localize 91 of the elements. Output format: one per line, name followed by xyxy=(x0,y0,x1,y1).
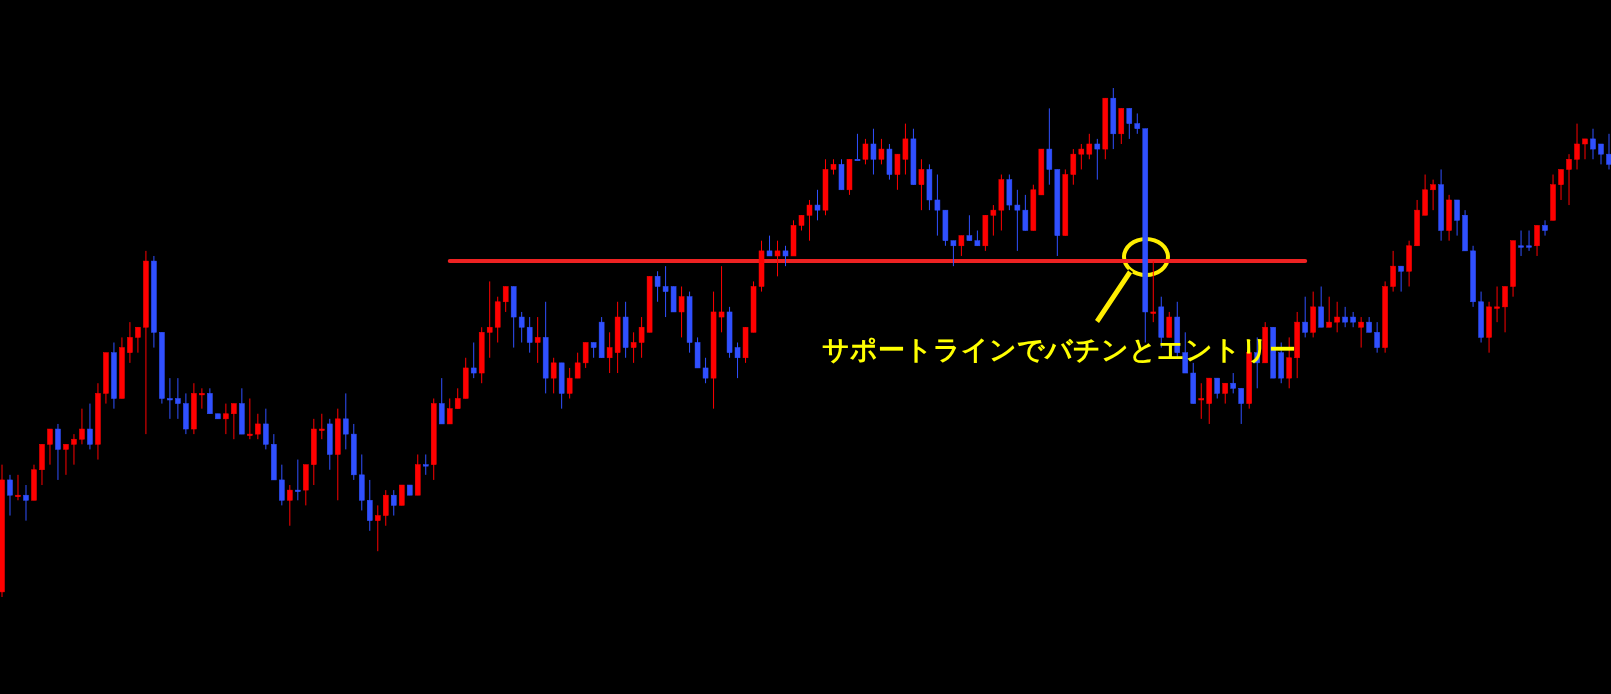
candlestick xyxy=(1494,286,1500,323)
candlestick xyxy=(135,326,141,354)
candlestick xyxy=(175,377,181,420)
candlestick xyxy=(446,397,453,425)
candlestick xyxy=(1182,331,1189,374)
candlestick xyxy=(1454,199,1460,237)
candlestick xyxy=(1078,143,1085,170)
candlestick xyxy=(1390,250,1396,293)
candlestick xyxy=(1318,286,1324,328)
candlestick xyxy=(958,235,965,257)
candlestick xyxy=(1430,179,1436,211)
candlestick xyxy=(486,280,493,359)
candlestick xyxy=(1398,265,1404,293)
candlestick xyxy=(878,138,885,165)
candlestick xyxy=(375,504,381,552)
candlestick xyxy=(1582,138,1588,160)
candlestick xyxy=(1534,224,1540,257)
candlestick xyxy=(279,464,285,506)
candlestick xyxy=(383,489,389,527)
candlestick xyxy=(438,377,445,425)
candlestick xyxy=(207,387,213,415)
candlestick xyxy=(263,408,269,450)
candlestick xyxy=(814,189,821,221)
candlestick xyxy=(1222,382,1228,405)
candlestick xyxy=(1198,382,1204,420)
candlestick xyxy=(1166,311,1173,338)
candlestick xyxy=(231,403,237,440)
candlestick xyxy=(550,357,557,394)
candlestick xyxy=(470,342,477,379)
candlestick xyxy=(1342,306,1348,328)
candlestick xyxy=(1086,133,1093,160)
candlestick xyxy=(1358,316,1364,349)
candlestick xyxy=(55,423,61,481)
candlestick xyxy=(1598,143,1604,165)
candlestick xyxy=(1590,128,1596,160)
candlestick xyxy=(518,311,525,343)
candlestick xyxy=(295,459,301,501)
candlestick xyxy=(1374,321,1380,354)
candlestick xyxy=(63,443,69,476)
candlestick xyxy=(1046,107,1053,186)
candlestick xyxy=(1518,230,1524,257)
candlestick xyxy=(1126,107,1133,140)
candlestick xyxy=(678,286,685,338)
candlestick xyxy=(1558,168,1564,201)
candlestick xyxy=(367,479,373,532)
candlestick xyxy=(854,133,861,162)
candlestick xyxy=(391,489,397,517)
candlestick xyxy=(319,413,325,440)
candlestick xyxy=(1134,112,1141,135)
candlestick xyxy=(918,158,925,211)
candlestick xyxy=(1238,387,1244,425)
candlestick xyxy=(247,397,253,440)
candlestick xyxy=(47,428,53,466)
candlestick xyxy=(1566,153,1572,206)
candlestick xyxy=(1526,230,1532,252)
candlestick xyxy=(199,387,205,410)
candlestick xyxy=(1574,123,1580,170)
candlestick xyxy=(526,316,533,354)
candlestick xyxy=(1094,138,1101,181)
candlestick xyxy=(502,286,509,313)
candlestick xyxy=(1502,286,1508,333)
candlestick xyxy=(1230,372,1236,394)
candlestick xyxy=(422,453,429,476)
candlestick xyxy=(71,433,77,466)
candlestick xyxy=(127,321,133,364)
candlestick xyxy=(1326,296,1332,328)
candlestick xyxy=(87,403,93,450)
candlestick xyxy=(1150,260,1157,323)
candlestick xyxy=(399,484,405,506)
candlestick xyxy=(862,138,869,165)
candlestick xyxy=(343,392,349,450)
candlestick xyxy=(79,408,85,445)
candlestick xyxy=(223,403,229,435)
candlestick xyxy=(454,387,461,410)
candlestick xyxy=(1542,219,1548,237)
candlestick xyxy=(1070,148,1077,186)
candlestick xyxy=(7,474,13,517)
candlestick xyxy=(782,245,789,267)
candlestick xyxy=(167,377,173,420)
candlestick xyxy=(1302,296,1308,338)
candlestick xyxy=(23,484,29,522)
candlestick xyxy=(774,240,781,277)
candlestick xyxy=(870,128,877,176)
candlestick xyxy=(255,413,261,440)
candlestick xyxy=(15,474,21,501)
candlestick xyxy=(1606,133,1611,170)
candlestick xyxy=(766,235,773,257)
candlestick xyxy=(534,316,541,364)
candlestick xyxy=(287,484,293,527)
candlestick xyxy=(1334,301,1340,333)
candlestick xyxy=(1214,377,1220,399)
